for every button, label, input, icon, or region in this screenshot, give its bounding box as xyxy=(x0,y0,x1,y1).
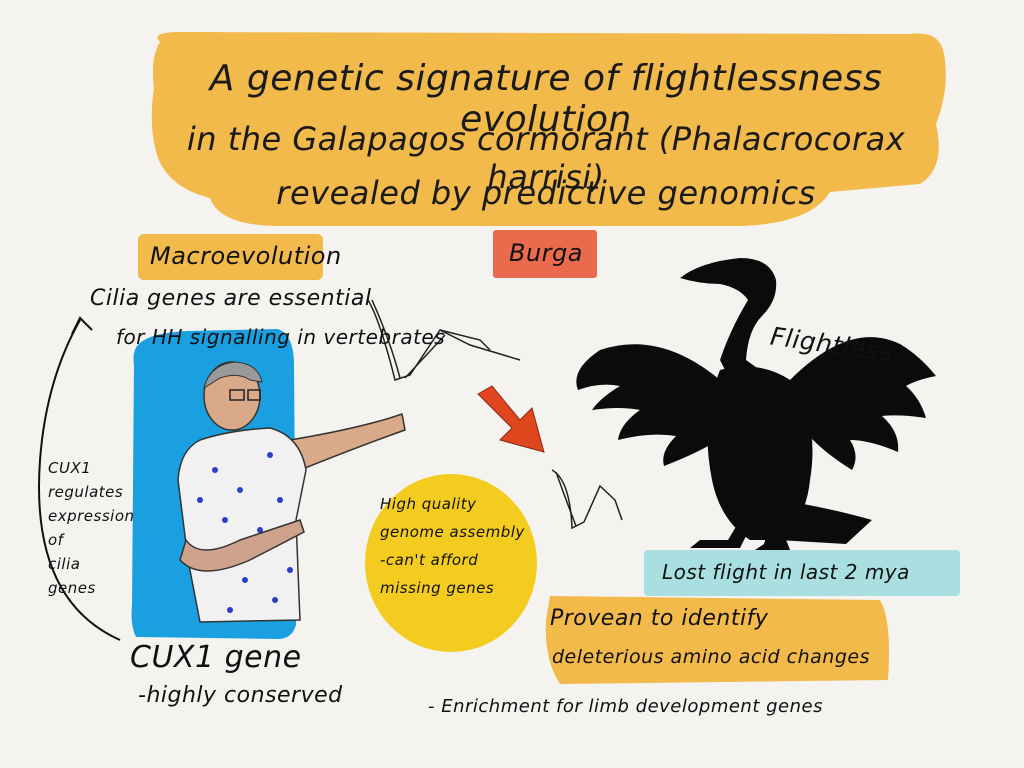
lost-flight-box: Lost flight in last 2 mya xyxy=(644,550,960,596)
macroevolution-label-box: Macroevolution xyxy=(138,234,341,280)
macroevolution-label: Macroevolution xyxy=(150,242,342,270)
cux1-conserved-text: -highly conserved xyxy=(138,683,343,708)
cycle-arrow-icon xyxy=(38,316,121,641)
lost-flight-label: Lost flight in last 2 mya xyxy=(662,560,910,584)
burga-label: Burga xyxy=(509,239,583,267)
genome-text: High quality genome assembly -can't affo… xyxy=(380,490,530,602)
provean-text-line-2: deleterious amino acid changes xyxy=(552,646,870,668)
burga-label-box: Burga xyxy=(493,230,597,278)
genome-text-line: High quality xyxy=(380,495,477,513)
title-banner-shape xyxy=(151,32,946,226)
wing-sketch-large-icon xyxy=(367,299,521,381)
cilia-text-line-1: Cilia genes are essential xyxy=(90,286,372,311)
genome-circle xyxy=(365,474,537,652)
genome-text-line: genome assembly xyxy=(380,523,525,541)
down-right-arrow-icon xyxy=(477,385,545,453)
wing-sketch-small-icon xyxy=(551,469,623,530)
cormorant-silhouette-icon xyxy=(576,258,936,552)
enrichment-text: - Enrichment for limb development genes xyxy=(428,696,823,717)
cux1-regulates-line: regulates xyxy=(48,483,124,501)
provean-box xyxy=(545,596,889,684)
cux1-regulates-line: CUX1 xyxy=(48,459,92,477)
cux1-gene-heading: CUX1 gene xyxy=(130,640,302,675)
title-line-3: revealed by predictive genomics xyxy=(276,174,816,212)
provean-text-line-1: Provean to identify xyxy=(550,606,769,631)
title-line-2: in the Galapagos cormorant (Phalacrocora… xyxy=(186,120,906,196)
cux1-regulates-line: expression xyxy=(48,507,135,525)
title-banner: A genetic signature of flightlessness ev… xyxy=(140,28,952,232)
genome-text-line: -can't afford xyxy=(380,551,479,569)
speaker-illustration xyxy=(177,361,406,623)
cilia-text-line-2: for HH signalling in vertebrates xyxy=(116,325,446,349)
genome-text-line: missing genes xyxy=(380,579,495,597)
cux1-regulates-text: CUX1 regulates expression of cilia genes xyxy=(48,456,135,600)
cux1-regulates-line: cilia xyxy=(48,555,81,573)
cux1-regulates-line: genes xyxy=(48,579,96,597)
title-line-1: A genetic signature of flightlessness ev… xyxy=(209,58,883,140)
cux1-regulates-line: of xyxy=(48,531,64,549)
